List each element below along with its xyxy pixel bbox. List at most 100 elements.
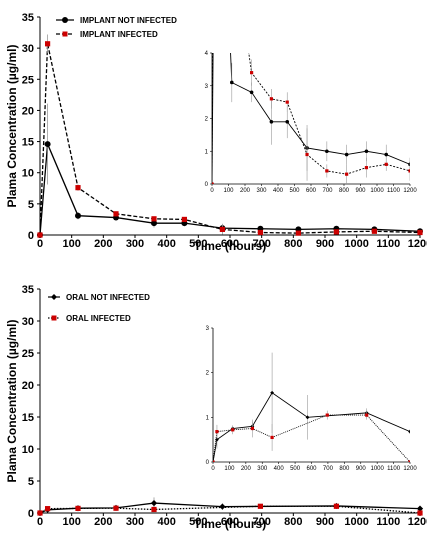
y-tick-label: 0	[28, 230, 34, 242]
y-tick-label: 15	[22, 137, 34, 149]
y-tick-label: 10	[22, 444, 34, 456]
inset-x-tick-label: 1000	[370, 466, 384, 472]
y-axis-label: Plama Concentration (µg/ml)	[5, 45, 19, 208]
inset-x-tick-label: 100	[224, 466, 235, 472]
inset-data-point	[305, 152, 309, 157]
data-point	[75, 505, 81, 511]
x-tick-label: 800	[284, 516, 302, 528]
legend-marker	[62, 17, 68, 23]
inset-y-tick-label: 1	[205, 149, 209, 155]
legend-marker	[51, 315, 57, 321]
data-point	[44, 141, 51, 148]
x-tick-label: 200	[94, 238, 112, 250]
inset-data-point	[285, 119, 290, 124]
data-point	[37, 510, 43, 516]
y-tick-label: 20	[22, 105, 34, 117]
inset-x-tick-label: 800	[339, 188, 350, 194]
data-point	[37, 232, 43, 238]
x-tick-label: 0	[37, 516, 43, 528]
inset-data-point	[408, 169, 410, 173]
inset-x-tick-label: 300	[256, 188, 267, 194]
inset-y-tick-label: 1	[206, 415, 210, 421]
x-tick-label: 400	[157, 516, 175, 528]
inset-data-point	[215, 430, 219, 434]
inset-x-tick-label: 600	[306, 188, 317, 194]
inset-data-point	[365, 413, 369, 417]
inset-x-tick-label: 1200	[403, 188, 417, 194]
inset-data-point	[270, 390, 275, 395]
inset-data-point	[269, 97, 273, 101]
data-point	[219, 503, 226, 510]
data-point	[45, 41, 51, 47]
data-point	[333, 503, 339, 509]
x-tick-label: 900	[316, 516, 334, 528]
x-tick-label: 200	[94, 516, 112, 528]
y-tick-label: 25	[22, 348, 34, 360]
inset-data-point	[213, 460, 215, 462]
data-point	[181, 216, 187, 223]
x-tick-label: 500	[189, 238, 207, 250]
inset-series	[212, 53, 410, 184]
data-point	[371, 228, 377, 234]
inset-y-tick-label: 4	[205, 51, 209, 57]
inset-series-line	[213, 414, 410, 462]
data-point	[75, 185, 81, 191]
x-tick-label: 300	[126, 238, 144, 250]
y-tick-label: 10	[22, 168, 34, 180]
data-point	[257, 229, 263, 236]
x-tick-label: 300	[126, 516, 144, 528]
inset-y-tick-label: 2	[205, 117, 209, 123]
legend: ORAL NOT INFECTED ORAL INFECTED	[48, 293, 150, 323]
inset-y-tick-label: 3	[205, 84, 209, 90]
x-tick-label: 800	[284, 238, 302, 250]
inset-y-tick-label: 0	[206, 460, 210, 466]
y-tick-label: 5	[28, 476, 34, 488]
inset-data-point	[325, 413, 329, 417]
x-tick-label: 100	[62, 516, 80, 528]
inset-y-tick-label: 0	[205, 182, 209, 188]
inset-x-tick-label: 1100	[387, 188, 401, 194]
inset-series-line	[213, 392, 410, 462]
legend-label-implant-not-infected: IMPLANT NOT INFECTED	[80, 16, 177, 25]
inset-data-point	[212, 182, 214, 184]
x-axis-label: Time (hours)	[194, 239, 266, 253]
x-tick-label: 1000	[344, 238, 368, 250]
x-tick-label: 600	[221, 238, 239, 250]
inset-data-point	[270, 435, 274, 440]
data-point	[113, 211, 119, 217]
series-line	[39, 143, 421, 236]
inset-data-point	[364, 166, 369, 170]
data-point	[151, 216, 157, 222]
y-tick-label: 20	[22, 380, 34, 392]
inset-x-tick-label: 200	[240, 188, 251, 194]
x-tick-label: 1000	[344, 516, 368, 528]
inset-x-tick-label: 0	[210, 188, 214, 194]
inset-x-tick-label: 600	[306, 466, 317, 472]
data-point	[151, 506, 157, 513]
x-tick-label: 1200	[408, 238, 427, 250]
inset-plot: 0 1 2 3 4 0 100 200 300 400 500 600 700 800 900 1000 110…	[200, 47, 417, 196]
inset-series	[213, 352, 410, 462]
legend-label-oral-infected: ORAL INFECTED	[66, 314, 131, 323]
x-tick-label: 700	[252, 238, 270, 250]
inset-x-tick-label: 900	[355, 188, 366, 194]
y-tick-label: 35	[22, 12, 34, 24]
inset-x-tick-label: 900	[356, 466, 367, 472]
data-point	[219, 226, 225, 232]
inset-data-point	[249, 90, 254, 95]
data-point	[295, 230, 301, 236]
y-tick-label: 30	[22, 316, 34, 328]
data-point	[45, 506, 51, 512]
data-point	[416, 505, 424, 512]
inset-x-tick-label: 1000	[370, 188, 384, 194]
inset-x-tick-label: 200	[241, 466, 252, 472]
legend-label-oral-not-infected: ORAL NOT INFECTED	[66, 293, 150, 302]
y-axis-label: Plama Concentration (µg/ml)	[5, 320, 19, 483]
inset-data-point	[384, 162, 388, 166]
legend-marker	[51, 294, 57, 300]
inset-data-point	[325, 169, 329, 173]
x-tick-label: 500	[189, 516, 207, 528]
y-tick-label: 0	[28, 508, 34, 520]
